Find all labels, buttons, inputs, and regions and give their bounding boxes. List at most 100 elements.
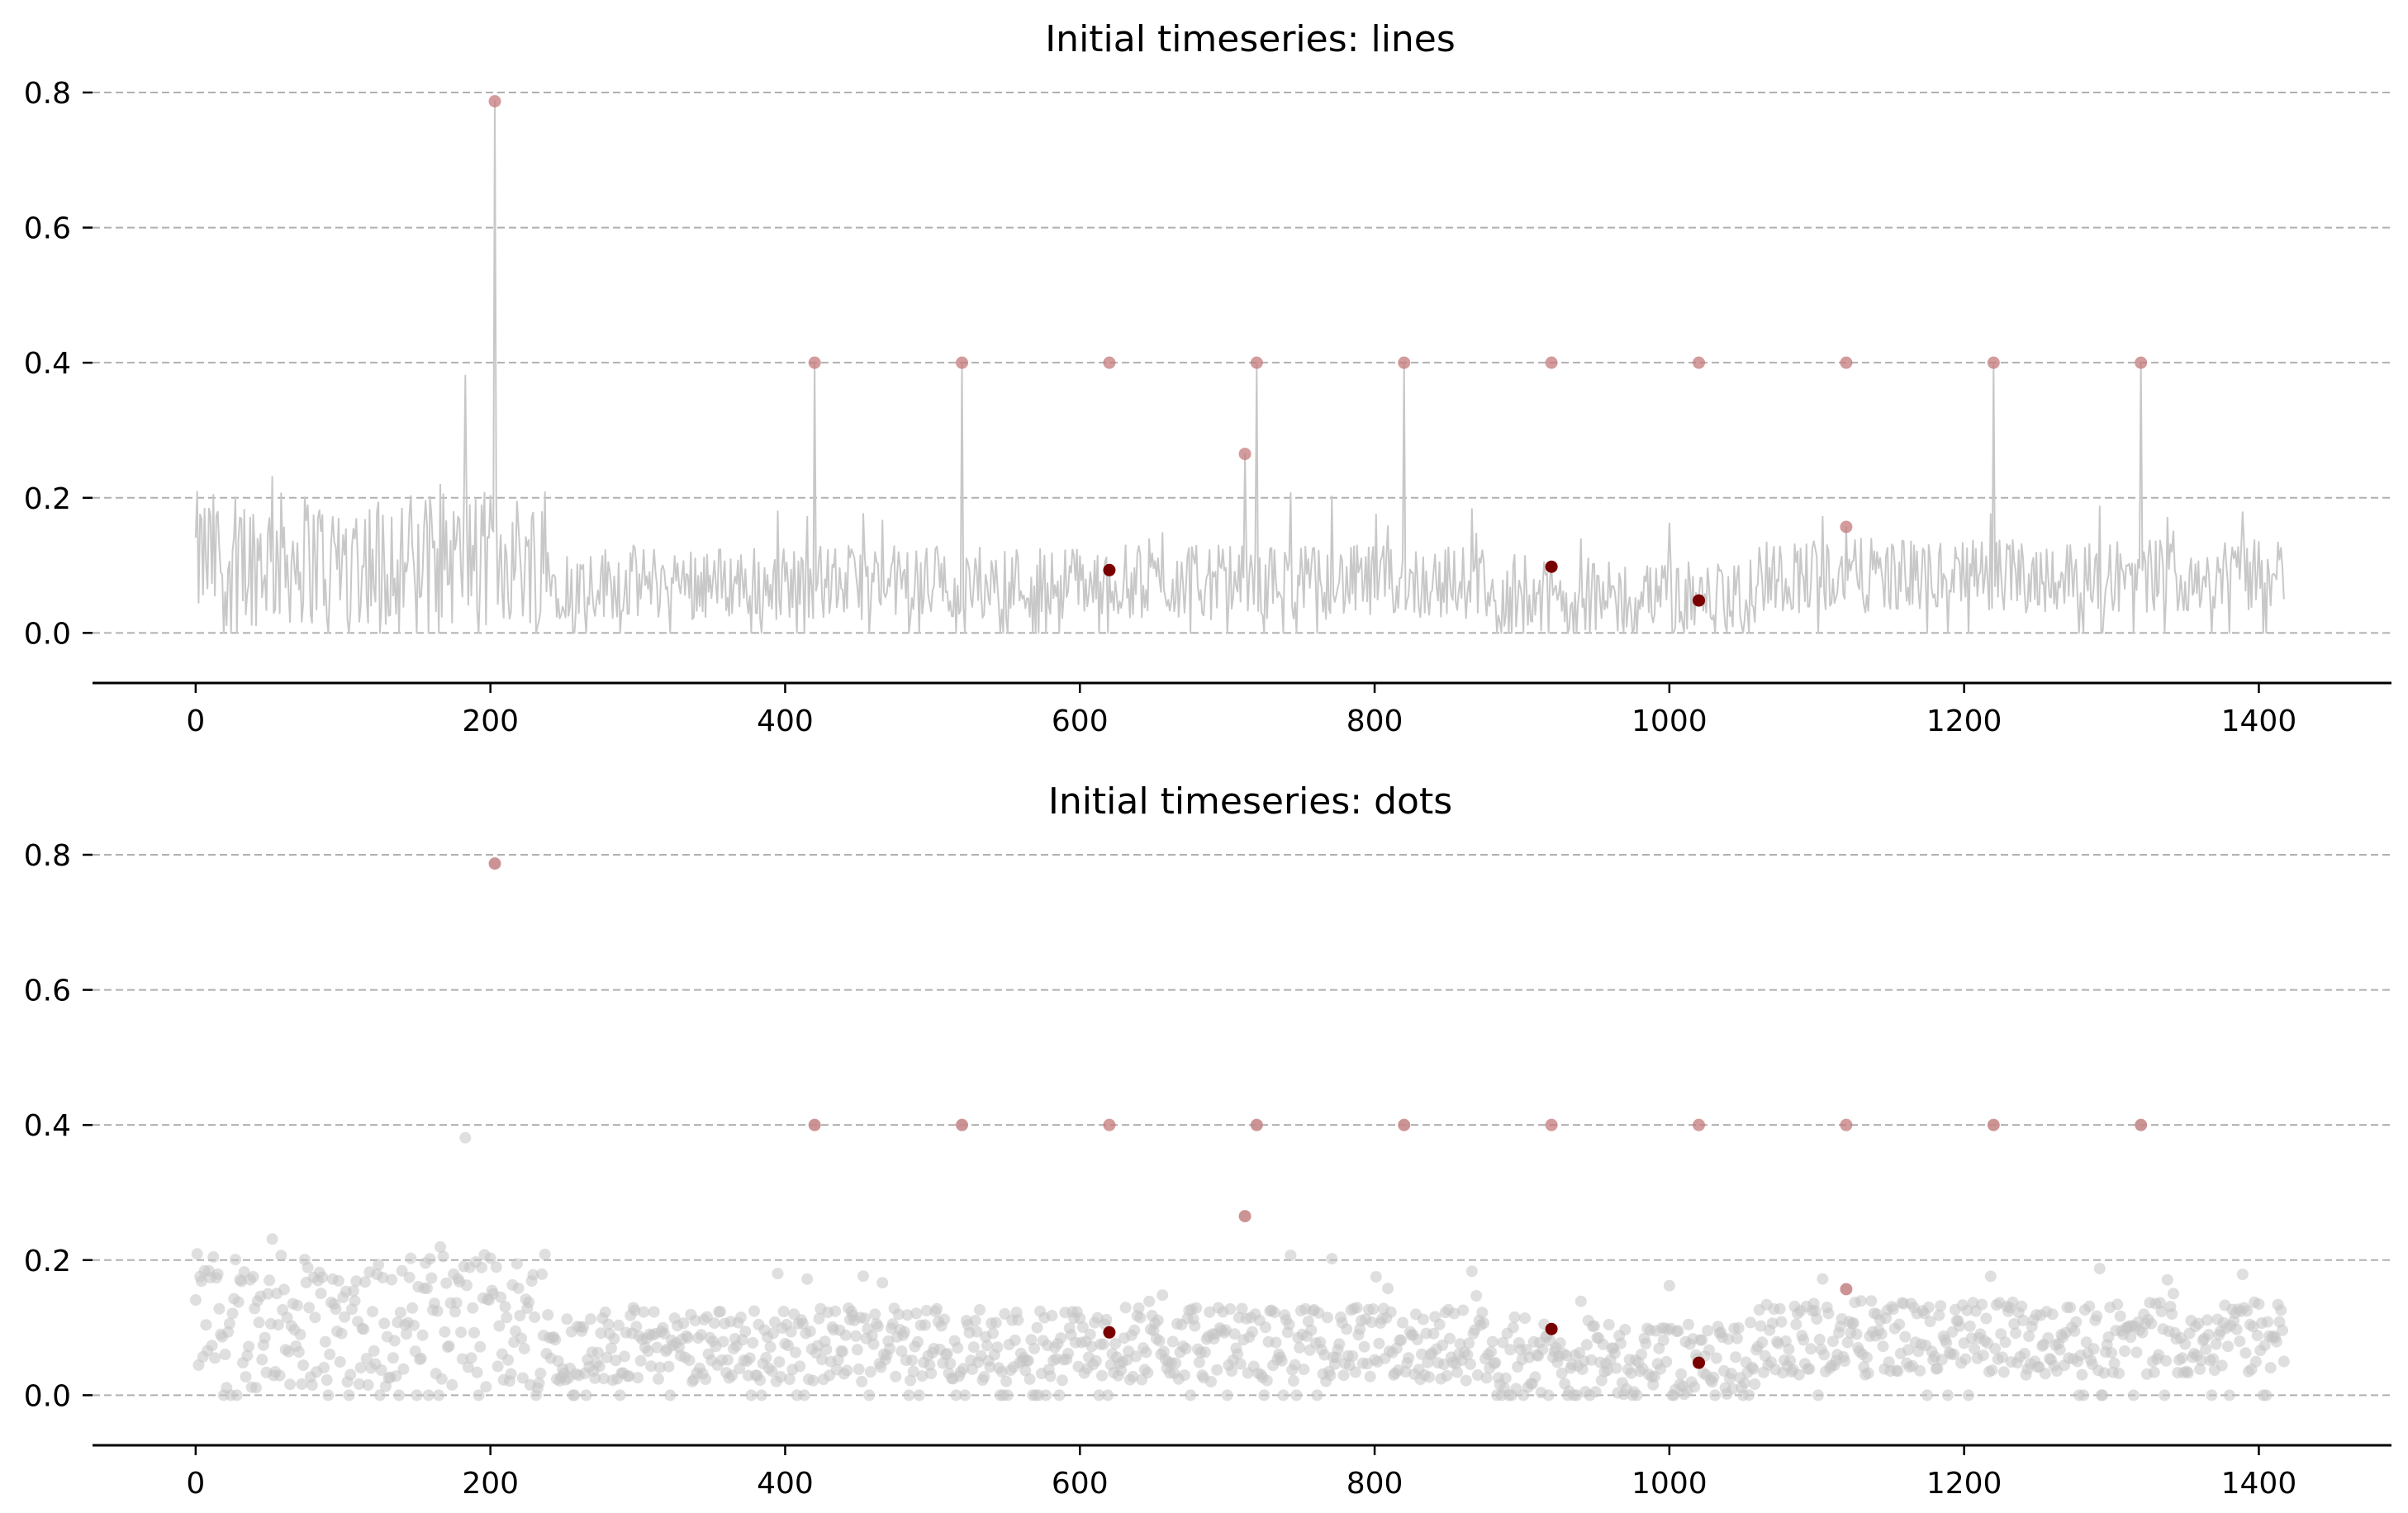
timeseries-dot <box>1228 1328 1241 1340</box>
timeseries-dot <box>1942 1389 1954 1402</box>
timeseries-dot <box>1403 1352 1415 1364</box>
timeseries-dot <box>2241 1305 2254 1317</box>
timeseries-dot <box>1542 1389 1555 1402</box>
timeseries-dot <box>1287 1375 1299 1387</box>
timeseries-dot <box>1784 1354 1797 1367</box>
timeseries-dot <box>484 1252 496 1264</box>
timeseries-dot <box>807 1374 819 1387</box>
timeseries-dot <box>919 1319 931 1331</box>
timeseries-dot <box>344 1368 357 1381</box>
timeseries-dot <box>211 1268 224 1280</box>
x-tick-label: 200 <box>462 704 519 738</box>
anomaly-point-light <box>1840 1118 1853 1131</box>
timeseries-dot <box>2251 1330 2263 1342</box>
anomaly-point-dark <box>1693 1356 1706 1369</box>
anomaly-point-dark <box>1103 1326 1116 1339</box>
timeseries-dot <box>549 1334 562 1346</box>
anomaly-point-light <box>956 1118 969 1131</box>
timeseries-dot <box>1803 1363 1816 1375</box>
timeseries-dot <box>1817 1273 1829 1285</box>
timeseries-dot <box>1349 1366 1361 1378</box>
timeseries-dot <box>653 1361 666 1373</box>
anomaly-point-light <box>1693 1118 1706 1131</box>
timeseries-dot <box>1294 1341 1306 1354</box>
timeseries-dot <box>2207 1353 2220 1365</box>
timeseries-dot <box>1999 1336 2011 1349</box>
timeseries-dot <box>1730 1351 1742 1364</box>
timeseries-dot <box>1826 1335 1839 1348</box>
timeseries-dot <box>984 1361 996 1373</box>
timeseries-dot <box>1489 1357 1502 1369</box>
timeseries-dot <box>755 1389 767 1402</box>
timeseries-dot <box>401 1328 412 1340</box>
timeseries-dot <box>1311 1389 1323 1402</box>
anomaly-point-dark <box>1103 563 1116 576</box>
timeseries-dot <box>387 1352 399 1364</box>
x-tick-label: 1200 <box>1926 704 2002 738</box>
timeseries-dot <box>360 1353 373 1365</box>
timeseries-dot <box>1211 1364 1223 1376</box>
timeseries-dot <box>1084 1328 1096 1340</box>
timeseries-dot <box>837 1345 848 1358</box>
timeseries-dot <box>1875 1328 1888 1340</box>
timeseries-line <box>194 100 2285 634</box>
timeseries-dot <box>2222 1340 2234 1353</box>
timeseries-dot <box>1302 1316 1314 1327</box>
timeseries-dot <box>1536 1344 1549 1355</box>
timeseries-dot <box>403 1271 416 1283</box>
timeseries-dot <box>2113 1367 2125 1379</box>
timeseries-dot <box>433 1389 445 1402</box>
timeseries-dot <box>663 1360 675 1373</box>
timeseries-dot <box>321 1374 333 1386</box>
timeseries-dot <box>1471 1368 1484 1381</box>
timeseries-dot <box>1508 1311 1521 1323</box>
timeseries-dot <box>502 1354 515 1366</box>
timeseries-dot <box>322 1389 335 1402</box>
timeseries-dot <box>1977 1349 1989 1362</box>
timeseries-dot <box>1157 1289 1169 1302</box>
timeseries-dot <box>272 1319 284 1331</box>
timeseries-dot <box>1031 1321 1043 1334</box>
timeseries-dot <box>2230 1323 2243 1335</box>
timeseries-dot <box>189 1294 202 1306</box>
timeseries-dot <box>350 1275 363 1288</box>
timeseries-dot <box>230 1254 241 1266</box>
timeseries-dot <box>1028 1342 1040 1354</box>
anomaly-point-light <box>1840 356 1853 369</box>
timeseries-dot <box>1610 1362 1622 1374</box>
timeseries-dot <box>1283 1318 1295 1330</box>
timeseries-dot <box>648 1306 660 1318</box>
timeseries-dot <box>801 1273 814 1285</box>
timeseries-dot <box>995 1365 1008 1378</box>
timeseries-dot <box>1224 1303 1237 1315</box>
anomaly-point-dark <box>1545 1322 1558 1335</box>
timeseries-dot <box>708 1317 720 1330</box>
timeseries-dot <box>250 1382 262 1394</box>
y-tick-label: 0.6 <box>24 975 71 1008</box>
timeseries-dot <box>2091 1310 2103 1322</box>
timeseries-dot <box>1581 1339 1593 1351</box>
timeseries-dot <box>764 1341 777 1353</box>
timeseries-dot <box>905 1374 917 1387</box>
timeseries-dot <box>296 1378 308 1390</box>
anomaly-point-light <box>1987 356 2000 369</box>
timeseries-dot <box>773 1356 786 1368</box>
timeseries-dot <box>777 1306 790 1317</box>
timeseries-dot <box>1850 1328 1863 1340</box>
timeseries-dot <box>916 1370 929 1383</box>
timeseries-dot <box>634 1354 647 1367</box>
timeseries-dot <box>785 1326 797 1338</box>
timeseries-dot <box>1631 1389 1643 1402</box>
timeseries-dot <box>373 1389 386 1402</box>
timeseries-dot <box>978 1371 990 1383</box>
timeseries-dot <box>925 1368 938 1379</box>
timeseries-dot <box>899 1326 910 1338</box>
timeseries-dot <box>318 1362 330 1373</box>
timeseries-dot <box>2192 1317 2205 1330</box>
timeseries-dot <box>700 1373 712 1385</box>
timeseries-dot <box>1722 1333 1735 1345</box>
timeseries-dot <box>987 1327 999 1340</box>
dots-panel: Initial timeseries: dots 0.0 0.2 0.4 0.6 0.8… <box>24 780 2391 1501</box>
x-tick-label: 1000 <box>1631 704 1707 738</box>
timeseries-dot <box>207 1251 220 1263</box>
